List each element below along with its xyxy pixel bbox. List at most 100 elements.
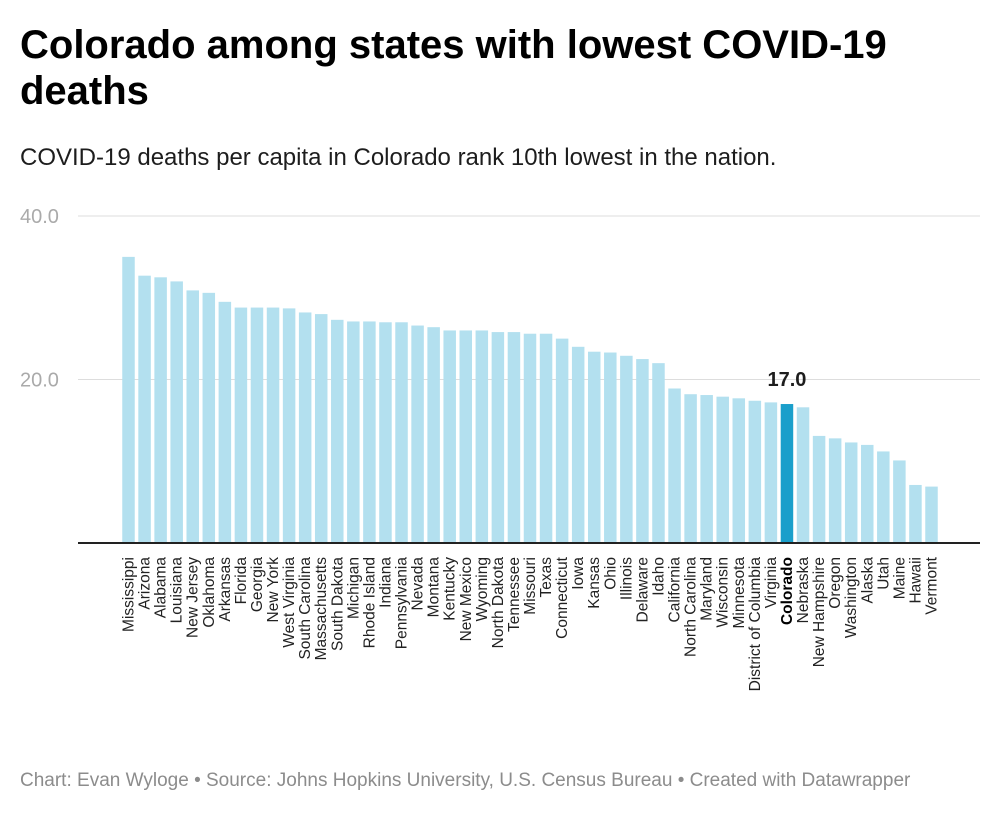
bar (427, 327, 440, 543)
bar (652, 363, 665, 543)
bar (202, 292, 216, 543)
y-tick-label: 20.0 (20, 370, 59, 392)
x-tick-label: Maine (891, 557, 908, 599)
bar (764, 402, 778, 543)
x-tick-label: Arizona (137, 557, 154, 610)
x-tick-label: West Virginia (281, 557, 298, 648)
x-tick-label: Kansas (586, 557, 603, 609)
x-tick-label: Kentucky (442, 557, 459, 621)
x-tick-label: Vermont (924, 556, 941, 614)
bar (266, 307, 280, 543)
x-tick-label: Florida (233, 557, 250, 605)
x-tick-label: New Hampshire (811, 557, 828, 667)
x-tick-label: Washington (843, 557, 860, 638)
x-tick-label: Illinois (618, 557, 635, 600)
x-tick-label: California (667, 557, 684, 623)
bar (186, 290, 199, 543)
bar (684, 394, 697, 543)
bar (828, 438, 842, 543)
chart-title: Colorado among states with lowest COVID-… (20, 23, 887, 113)
bar (636, 359, 649, 543)
bar (877, 451, 890, 543)
bar (154, 277, 167, 543)
x-tick-label: Wyoming (474, 557, 491, 621)
bar (331, 319, 344, 543)
bar (443, 330, 456, 543)
x-tick-label: New York (265, 557, 282, 623)
bar-chart: 20.0 40.0 Mississippi Arizona Alabama Louisia… (20, 206, 980, 692)
bar (507, 332, 521, 543)
bar (539, 333, 553, 543)
bar (925, 486, 938, 543)
bar (411, 325, 424, 543)
bar (812, 435, 826, 543)
bar (282, 308, 296, 543)
x-tick-label: Montana (426, 557, 443, 618)
bar (523, 333, 537, 543)
bar (893, 460, 906, 543)
bar (668, 388, 681, 543)
x-tick-label: Delaware (634, 557, 651, 622)
bar (780, 404, 794, 543)
bar (732, 398, 746, 543)
bar (555, 338, 569, 543)
bar (700, 395, 713, 543)
x-tick-label: New Mexico (458, 557, 475, 641)
bar (844, 442, 858, 543)
x-tick-label: Iowa (570, 557, 587, 590)
x-tick-label: Wisconsin (715, 557, 732, 628)
bar (909, 484, 922, 543)
x-tick-label: Indiana (377, 557, 394, 608)
x-tick-label: Oklahoma (201, 557, 218, 628)
x-tick-label: Arkansas (217, 557, 234, 622)
x-tick-label: Louisiana (169, 557, 186, 624)
bar (587, 351, 601, 543)
bar (250, 307, 264, 543)
x-tick-label: Georgia (249, 557, 266, 613)
bar (170, 281, 183, 543)
bar (218, 301, 232, 543)
x-tick-label: North Dakota (490, 557, 507, 649)
bar (138, 275, 151, 543)
x-tick-label: Alaska (859, 557, 876, 604)
bar (620, 355, 633, 543)
bar (234, 307, 248, 543)
x-tick-label: Texas (538, 557, 555, 598)
x-tick-label: Tennessee (506, 557, 523, 632)
x-tick-label: Minnesota (731, 557, 748, 629)
bar (298, 312, 312, 543)
x-tick-label: Rhode Island (361, 557, 378, 648)
bar (395, 322, 408, 543)
x-tick-label: District of Columbia (747, 557, 764, 692)
bar (716, 396, 729, 543)
bar (796, 407, 810, 543)
x-tick-label: Michigan (345, 557, 362, 619)
x-tick-label: Missouri (522, 557, 539, 615)
bar (604, 352, 617, 543)
x-tick-label: Virginia (763, 557, 780, 609)
x-tick-label: South Carolina (297, 557, 314, 660)
x-tick-label: Mississippi (121, 557, 138, 632)
value-label: 17.0 (767, 369, 806, 391)
bar (571, 346, 585, 543)
x-tick-label: Utah (875, 557, 892, 590)
x-tick-label: Maryland (699, 557, 716, 621)
x-tick-label: Pennsylvania (394, 557, 411, 650)
bar (122, 256, 135, 543)
bar (379, 322, 392, 543)
x-tick-label: North Carolina (683, 557, 700, 657)
x-tick-label: Colorado (779, 557, 796, 625)
x-tick-label: Connecticut (554, 556, 571, 639)
y-tick-label: 40.0 (20, 206, 59, 228)
x-tick-label: South Dakota (329, 557, 346, 651)
x-tick-label: Oregon (827, 557, 844, 609)
x-tick-label: Alabama (153, 557, 170, 619)
bar (491, 332, 505, 543)
x-tick-label: Nevada (410, 557, 427, 611)
x-tick-label: Nebraska (795, 557, 812, 624)
bar (314, 314, 328, 543)
x-tick-label: Hawaii (907, 557, 924, 604)
bar (861, 444, 874, 543)
x-tick-label: Massachusetts (313, 557, 330, 661)
bar (459, 330, 473, 543)
